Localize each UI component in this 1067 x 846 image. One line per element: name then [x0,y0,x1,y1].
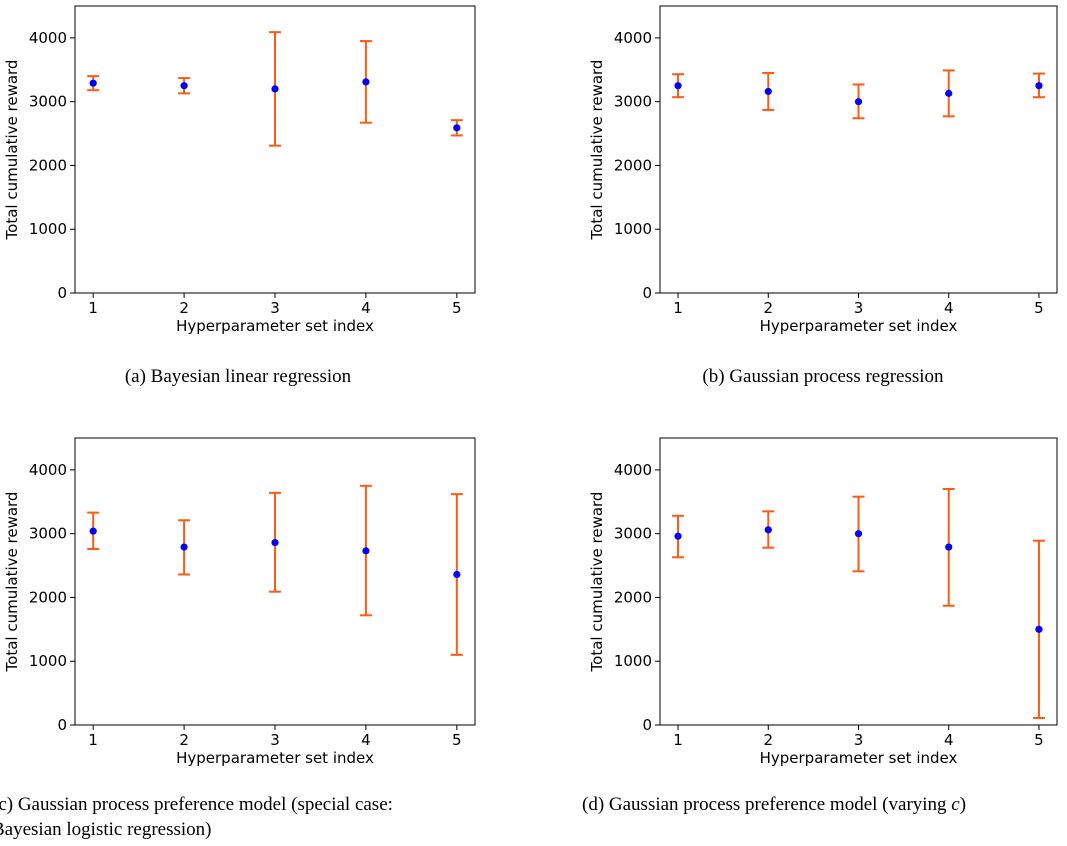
data-point-a-2 [180,82,188,90]
data-point-b-1 [674,82,682,90]
y-axis-label-a: Total cumulative reward [3,60,21,241]
axes-frame-d [659,437,1058,726]
data-point-a-5 [453,124,461,132]
data-point-c-4 [362,547,370,555]
y-tick-label-c: 2000 [29,588,67,606]
y-axis-label-c: Total cumulative reward [3,492,21,673]
x-tick-label-d: 3 [854,731,864,749]
y-tick-label-b: 4000 [614,29,652,47]
y-tick-label-c: 1000 [29,652,67,670]
y-tick-label-a: 1000 [29,220,67,238]
y-tick-label-a: 4000 [29,29,67,47]
data-point-c-1 [89,527,97,535]
data-point-d-1 [674,532,682,540]
caption-c-line2: Bayesian logistic regression) [0,819,212,840]
y-tick-label-d: 2000 [614,588,652,606]
x-tick-label-c: 1 [88,731,98,749]
x-tick-label-b: 5 [1034,299,1044,317]
y-tick-label-a: 2000 [29,156,67,174]
x-tick-label-c: 3 [270,731,280,749]
y-tick-label-c: 0 [57,716,67,734]
x-axis-label-c: Hyperparameter set index [176,749,374,767]
y-tick-label-a: 0 [57,284,67,302]
axes-frame-b [659,5,1058,294]
caption-c-line1: (c) Gaussian process preference model (s… [0,794,393,815]
x-axis-label-b: Hyperparameter set index [760,317,958,335]
x-tick-label-a: 1 [88,299,98,317]
x-axis-label-a: Hyperparameter set index [176,317,374,335]
x-tick-label-d: 1 [673,731,683,749]
data-point-c-2 [180,543,188,551]
data-point-d-3 [854,530,863,538]
data-point-a-4 [362,78,370,86]
caption-d-text: (d) Gaussian process preference model (v… [582,794,951,815]
data-point-a-3 [271,85,279,93]
x-tick-label-c: 5 [452,731,462,749]
y-tick-label-d: 0 [642,716,652,734]
caption-d: (d) Gaussian process preference model (v… [582,794,966,815]
data-point-b-5 [1035,82,1043,90]
x-tick-label-b: 4 [944,299,954,317]
x-tick-label-d: 5 [1034,731,1044,749]
y-tick-label-b: 3000 [614,93,652,111]
y-tick-label-d: 3000 [614,525,652,543]
data-point-d-5 [1035,625,1043,633]
y-tick-label-c: 3000 [29,525,67,543]
data-point-d-4 [945,543,953,551]
x-tick-label-b: 3 [854,299,864,317]
y-tick-label-b: 0 [642,284,652,302]
panel-d: 0 1000 2000 3000 4000 1 2 3 4 5 Hyperparameter set… [588,437,1058,767]
y-tick-label-c: 4000 [29,461,67,479]
data-point-c-5 [453,570,461,579]
x-tick-label-a: 3 [270,299,280,317]
data-point-a-1 [89,79,97,87]
data-point-b-3 [854,98,863,106]
x-tick-label-b: 2 [763,299,773,317]
x-tick-label-c: 2 [179,731,189,749]
y-tick-label-a: 3000 [29,93,67,111]
panel-b: 0 1000 2000 3000 4000 1 2 3 4 5 Hyperparameter set… [588,5,1058,335]
caption-d-end: ) [960,794,966,815]
y-tick-label-d: 4000 [614,461,652,479]
data-point-b-4 [945,89,953,97]
caption-b: (b) Gaussian process regression [702,366,944,387]
x-tick-label-a: 5 [452,299,462,317]
panel-a: 0 1000 2000 3000 4000 1 2 3 4 5 Hyperparameter set… [3,5,476,335]
data-point-b-2 [764,87,772,96]
panel-c: 0 1000 2000 3000 4000 1 2 3 4 5 Hyperparameter set… [3,437,476,767]
x-tick-label-a: 2 [179,299,189,317]
y-tick-label-b: 1000 [614,220,652,238]
caption-d-var: c [951,794,960,815]
x-axis-label-d: Hyperparameter set index [760,749,958,767]
y-axis-label-d: Total cumulative reward [588,492,606,673]
x-tick-label-c: 4 [361,731,371,749]
data-point-d-2 [764,526,772,534]
y-axis-label-b: Total cumulative reward [588,60,606,241]
x-tick-label-b: 1 [673,299,683,317]
caption-a: (a) Bayesian linear regression [125,366,352,387]
y-tick-label-b: 2000 [614,156,652,174]
x-tick-label-d: 2 [763,731,773,749]
x-tick-label-a: 4 [361,299,371,317]
y-tick-label-d: 1000 [614,652,652,670]
x-tick-label-d: 4 [944,731,954,749]
data-point-c-3 [271,538,279,547]
